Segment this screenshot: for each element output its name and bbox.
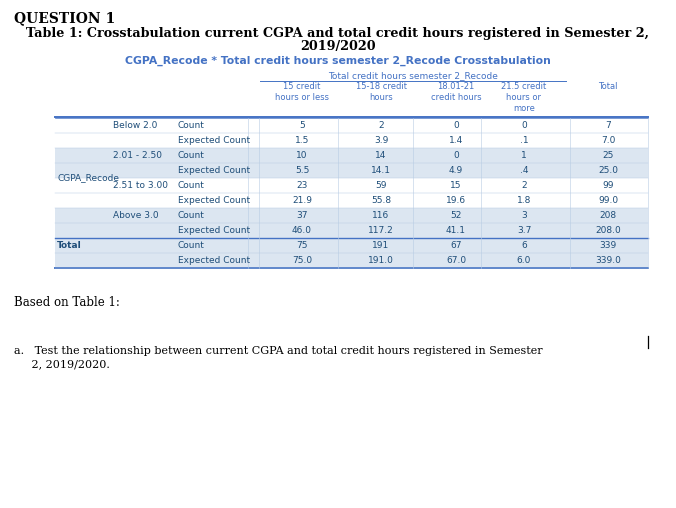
Text: .4: .4 [520,166,528,175]
Text: 14.1: 14.1 [371,166,391,175]
Text: 3.9: 3.9 [374,136,388,145]
Text: 0: 0 [521,121,527,130]
Text: 208: 208 [600,211,617,220]
Bar [55,238,648,253]
Text: Total credit hours semester 2_Recode: Total credit hours semester 2_Recode [328,71,498,80]
Text: 3: 3 [521,211,527,220]
Text: 10: 10 [296,151,308,160]
Text: 5: 5 [299,121,305,130]
Text: 191: 191 [372,241,389,250]
Text: 23: 23 [296,181,308,190]
Text: 18.01-21
credit hours: 18.01-21 credit hours [431,82,481,102]
Text: Below 2.0: Below 2.0 [113,121,158,130]
Text: 15-18 credit
hours: 15-18 credit hours [356,82,406,102]
Text: Total: Total [57,241,82,250]
Text: 21.9: 21.9 [292,196,312,205]
Text: 2.51 to 3.00: 2.51 to 3.00 [113,181,168,190]
Text: 25.0: 25.0 [598,166,618,175]
Text: 15: 15 [450,181,462,190]
Text: Count: Count [178,211,205,220]
Text: 37: 37 [296,211,308,220]
Text: Total: Total [598,82,618,91]
Text: Table 1: Crosstabulation current CGPA and total credit hours registered in Semes: Table 1: Crosstabulation current CGPA an… [26,27,650,40]
Text: 5.5: 5.5 [295,166,309,175]
Text: 1.4: 1.4 [449,136,463,145]
Text: 2: 2 [521,181,527,190]
Text: 75: 75 [296,241,308,250]
Text: 52: 52 [450,211,462,220]
Text: 41.1: 41.1 [446,226,466,235]
Text: 116: 116 [372,211,389,220]
Text: .1: .1 [520,136,529,145]
Text: Expected Count: Expected Count [178,166,250,175]
Text: 1.5: 1.5 [295,136,309,145]
Text: 59: 59 [375,181,387,190]
Text: Expected Count: Expected Count [178,136,250,145]
Text: 99: 99 [602,181,614,190]
Text: CGPA_Recode * Total credit hours semester 2_Recode Crosstabulation: CGPA_Recode * Total credit hours semeste… [125,56,551,66]
Bar [55,148,648,163]
Text: 0: 0 [453,121,459,130]
Text: Count: Count [178,151,205,160]
Text: Expected Count: Expected Count [178,256,250,265]
Text: 339.0: 339.0 [595,256,621,265]
Text: 1: 1 [521,151,527,160]
Text: Count: Count [178,241,205,250]
Bar [55,193,648,208]
Text: 21.5 credit
hours or
more: 21.5 credit hours or more [502,82,547,113]
Text: 208.0: 208.0 [595,226,621,235]
Text: 2019/2020: 2019/2020 [300,40,376,53]
Text: 117.2: 117.2 [368,226,394,235]
Text: 55.8: 55.8 [371,196,391,205]
Text: CGPA_Recode: CGPA_Recode [57,174,119,182]
Text: 191.0: 191.0 [368,256,394,265]
Text: 15 credit
hours or less: 15 credit hours or less [275,82,329,102]
Text: 4.9: 4.9 [449,166,463,175]
Text: Above 3.0: Above 3.0 [113,211,159,220]
Text: 0: 0 [453,151,459,160]
Text: 25: 25 [602,151,614,160]
Text: 6.0: 6.0 [517,256,531,265]
Text: 46.0: 46.0 [292,226,312,235]
Text: 7.0: 7.0 [601,136,615,145]
Text: 99.0: 99.0 [598,196,618,205]
Text: 2, 2019/2020.: 2, 2019/2020. [14,359,110,369]
Bar [55,253,648,268]
Bar [55,163,648,178]
Bar [55,118,648,133]
Text: 19.6: 19.6 [446,196,466,205]
Text: 75.0: 75.0 [292,256,312,265]
Text: Expected Count: Expected Count [178,226,250,235]
Text: 67.0: 67.0 [446,256,466,265]
Text: 6: 6 [521,241,527,250]
Text: Based on Table 1:: Based on Table 1: [14,296,120,309]
Text: 3.7: 3.7 [517,226,531,235]
Text: 2.01 - 2.50: 2.01 - 2.50 [113,151,162,160]
Bar [55,223,648,238]
Bar [55,133,648,148]
Text: 67: 67 [450,241,462,250]
Bar [55,178,648,193]
Text: a.   Test the relationship between current CGPA and total credit hours registere: a. Test the relationship between current… [14,346,543,356]
Bar [55,208,648,223]
Text: Expected Count: Expected Count [178,196,250,205]
Text: 1.8: 1.8 [517,196,531,205]
Text: 14: 14 [375,151,387,160]
Text: 2: 2 [378,121,384,130]
Text: Count: Count [178,181,205,190]
Text: 7: 7 [605,121,611,130]
Text: QUESTION 1: QUESTION 1 [14,11,115,25]
Text: 339: 339 [600,241,617,250]
Text: Count: Count [178,121,205,130]
